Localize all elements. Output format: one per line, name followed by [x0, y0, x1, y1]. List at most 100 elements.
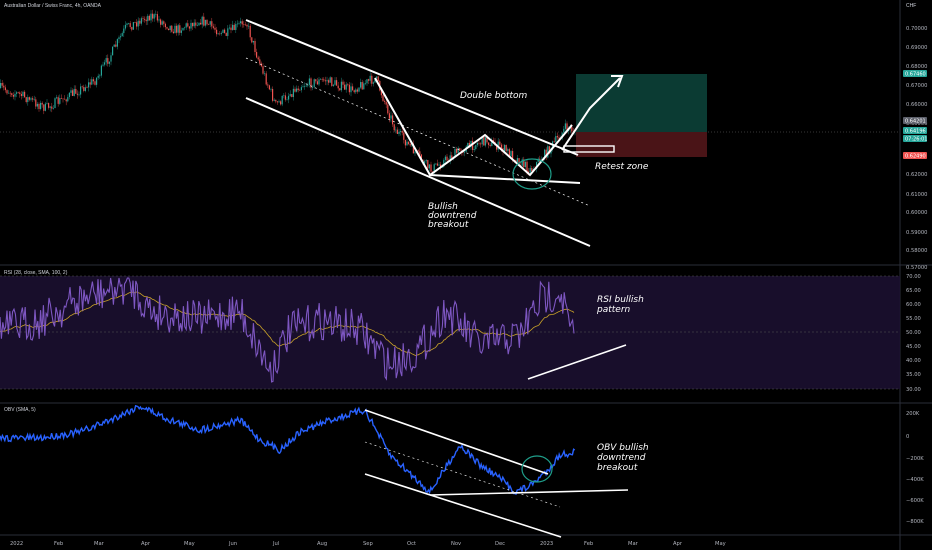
- candle-body: [70, 90, 72, 93]
- retest-zone-label: Retest zone: [595, 162, 649, 172]
- candle-body: [92, 79, 94, 82]
- candle-body: [368, 79, 370, 81]
- double-bottom-neckline-base[interactable]: [429, 174, 581, 184]
- candle-body: [19, 92, 21, 95]
- target-zone[interactable]: [576, 74, 707, 132]
- candle-body: [246, 24, 248, 27]
- price-badge: [903, 127, 927, 134]
- candle-body: [232, 24, 234, 30]
- candle-body: [280, 101, 282, 105]
- candle-body: [196, 25, 198, 26]
- price-tick-label: 0.57000: [906, 265, 927, 271]
- candle-body: [315, 79, 317, 82]
- candle-body: [131, 27, 133, 30]
- candle-body: [380, 90, 382, 96]
- candle-body: [35, 99, 37, 107]
- candle-body: [324, 80, 326, 82]
- candle-body: [518, 158, 520, 166]
- candle-body: [204, 19, 206, 26]
- obv-channel-upper[interactable]: [364, 409, 549, 475]
- candle-body: [80, 86, 82, 95]
- candle-body: [64, 98, 66, 100]
- candle-body: [67, 97, 69, 102]
- time-tick-label: Jul: [272, 541, 279, 547]
- candle-body: [38, 103, 40, 109]
- obv-breakout-circle[interactable]: [521, 455, 553, 483]
- candle-body: [137, 20, 139, 27]
- candle-body: [472, 140, 474, 150]
- price-tick-label: 0.70000: [906, 26, 927, 32]
- obv-support-line[interactable]: [429, 489, 629, 496]
- obv-channel-lower[interactable]: [364, 473, 562, 538]
- candle-body: [89, 82, 91, 85]
- double-bottom-pattern[interactable]: [374, 77, 573, 177]
- candle-body: [76, 93, 78, 95]
- price-tick-label: 0.58000: [906, 248, 927, 254]
- obv-channel-mid: [364, 441, 561, 508]
- breakout-highlight-circle[interactable]: [512, 158, 552, 190]
- candle-body: [59, 97, 61, 104]
- axes-group: 0.700000.690000.680000.670000.660000.650…: [10, 26, 927, 547]
- candle-body: [97, 75, 99, 78]
- price-channel-lower[interactable]: [245, 97, 591, 247]
- candle-body: [425, 160, 427, 162]
- candle-body: [305, 85, 307, 87]
- stop-zone[interactable]: [576, 132, 707, 157]
- candle-body: [363, 83, 365, 90]
- candle-body: [545, 149, 547, 158]
- candle-body: [4, 87, 6, 91]
- candle-body: [212, 26, 214, 28]
- candle-body: [476, 143, 478, 146]
- candle-body: [200, 22, 202, 25]
- candle-body: [276, 101, 278, 103]
- candle-body: [409, 143, 411, 146]
- candle-body: [281, 95, 283, 105]
- candle-body: [235, 24, 237, 30]
- candle-body: [121, 33, 123, 37]
- candle-body: [337, 85, 339, 89]
- rsi-tick-label: 45.00: [906, 344, 921, 350]
- candle-body: [145, 19, 147, 22]
- breakout-label-line1: Bullish: [428, 202, 458, 212]
- candle-body: [27, 97, 29, 103]
- candle-body: [536, 162, 538, 169]
- candle-body: [75, 88, 77, 94]
- candle-body: [220, 32, 222, 34]
- rsi-tick-label: 65.00: [906, 288, 921, 294]
- rsi-trendline[interactable]: [527, 344, 627, 380]
- candle-body: [211, 21, 213, 27]
- candle-body: [227, 28, 229, 36]
- candle-body: [492, 140, 494, 142]
- rsi-line: [0, 277, 575, 383]
- price-badge: [903, 117, 927, 124]
- candle-body: [440, 164, 442, 168]
- candle-body: [342, 81, 344, 85]
- price-badge-label: 0.67460: [905, 72, 926, 78]
- projection-arrow[interactable]: [561, 77, 621, 151]
- candle-body: [504, 145, 506, 152]
- candle-body: [124, 24, 126, 29]
- retest-box[interactable]: [563, 145, 615, 153]
- candle-body: [174, 25, 176, 34]
- candle-body: [326, 80, 328, 82]
- candle-body: [102, 64, 104, 66]
- candle-body: [401, 131, 403, 133]
- candle-body: [84, 87, 86, 91]
- candle-body: [65, 99, 67, 102]
- candle-body: [139, 20, 141, 24]
- candle-body: [564, 123, 566, 129]
- candle-body: [195, 22, 197, 26]
- candle-body: [286, 99, 288, 101]
- candle-body: [558, 137, 560, 139]
- candle-body: [233, 24, 235, 30]
- candle-body: [177, 25, 179, 33]
- candle-body: [43, 104, 45, 111]
- candle-body: [140, 18, 142, 24]
- candle-body: [544, 149, 546, 159]
- candle-body: [104, 62, 106, 65]
- time-tick-label: Feb: [54, 541, 64, 547]
- price-channel-upper[interactable]: [245, 19, 579, 156]
- projection-arrowhead: [611, 75, 624, 88]
- candle-body: [150, 13, 152, 21]
